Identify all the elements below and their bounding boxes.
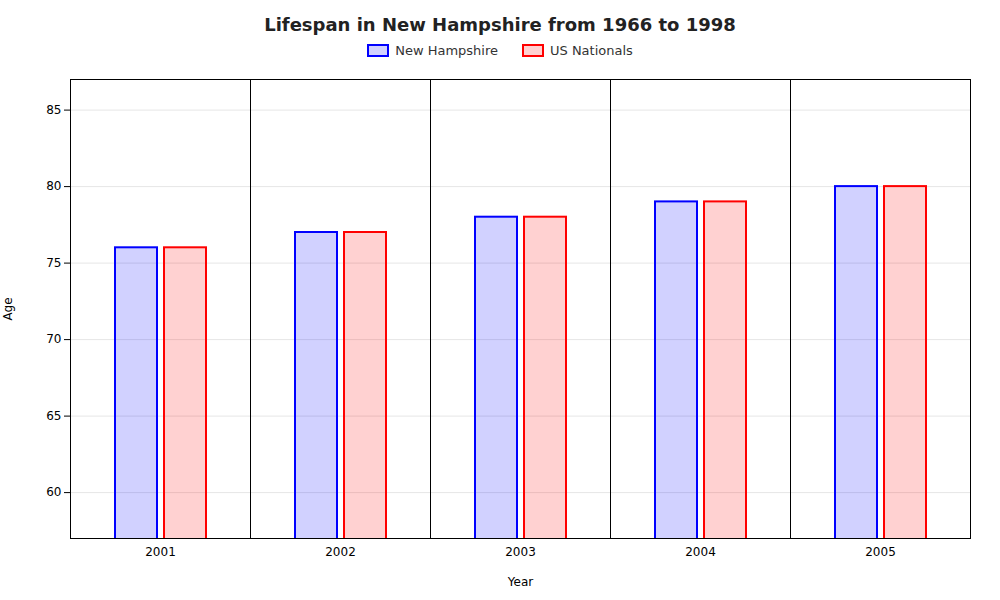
svg-text:60: 60 [46, 485, 61, 499]
svg-text:80: 80 [46, 179, 61, 193]
svg-text:65: 65 [46, 409, 61, 423]
svg-text:2002: 2002 [325, 545, 356, 559]
html-text:Lifespan in New Hampshire from: Lifespan in New Hampshire from 1966 to 1… [264, 14, 736, 35]
svg-text:70: 70 [46, 332, 61, 346]
svg-text:75: 75 [46, 256, 61, 270]
html-text:US Nationals: US Nationals [550, 43, 633, 58]
html-text:New Hampshire: New Hampshire [395, 43, 498, 58]
svg-text:85: 85 [46, 103, 61, 117]
svg-text:Age: Age [1, 297, 15, 320]
svg-text:2001: 2001 [145, 545, 176, 559]
svg-text:2005: 2005 [865, 545, 896, 559]
svg-text:Year: Year [507, 575, 533, 589]
svg-text:2004: 2004 [685, 545, 716, 559]
svg-text:2003: 2003 [505, 545, 536, 559]
